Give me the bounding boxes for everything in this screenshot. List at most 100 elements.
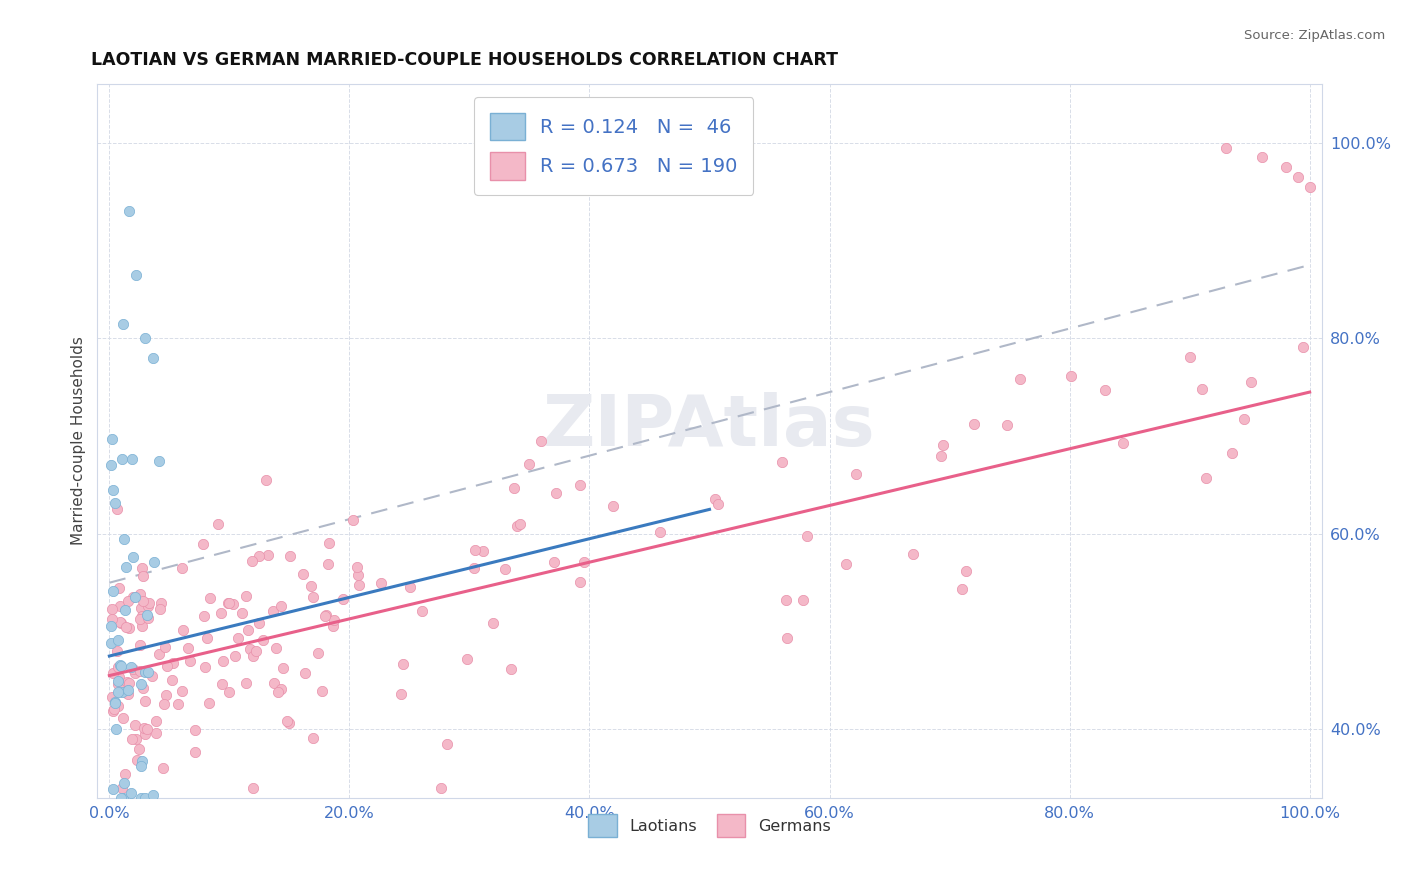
Point [111, 790, 134, 805]
Point [136, 599, 159, 613]
Point [104, 695, 127, 709]
Point [132, 681, 155, 695]
Text: Source: ZipAtlas.com: Source: ZipAtlas.com [1244, 29, 1385, 43]
Point [104, 496, 127, 510]
Point [411, 604, 433, 618]
Point [207, 516, 229, 531]
Point [346, 568, 368, 582]
Point [112, 711, 135, 725]
Point [307, 646, 329, 660]
Point [107, 685, 129, 699]
Point [252, 632, 274, 647]
Point [257, 548, 280, 562]
Point [267, 685, 290, 699]
Point [129, 638, 152, 652]
Point [299, 579, 322, 593]
Point [155, 659, 177, 673]
Point [322, 613, 344, 627]
Point [322, 619, 344, 633]
Point [142, 789, 165, 803]
Point [472, 543, 495, 558]
Point [602, 499, 624, 513]
Point [399, 580, 422, 594]
Point [136, 665, 159, 679]
Point [242, 780, 264, 795]
Point [177, 640, 200, 655]
Point [463, 561, 485, 575]
Point [129, 664, 152, 678]
Point [238, 642, 260, 657]
Point [1178, 350, 1201, 364]
Point [131, 608, 153, 623]
Point [134, 721, 156, 735]
Point [314, 608, 336, 623]
Point [107, 644, 129, 658]
Point [950, 582, 973, 597]
Point [796, 529, 818, 543]
Point [100, 458, 122, 473]
Point [110, 658, 132, 673]
Point [342, 513, 364, 527]
Point [224, 649, 246, 664]
Point [129, 790, 152, 805]
Point [121, 452, 143, 467]
Point [115, 674, 138, 689]
Point [107, 673, 129, 688]
Point [110, 616, 132, 631]
Point [315, 607, 337, 622]
Point [238, 623, 260, 637]
Point [270, 599, 292, 613]
Point [429, 780, 451, 795]
Point [218, 596, 240, 610]
Point [955, 564, 977, 578]
Point [129, 758, 152, 772]
Point [118, 676, 141, 690]
Point [121, 731, 143, 746]
Point [193, 608, 215, 623]
Point [117, 593, 139, 607]
Point [703, 492, 725, 507]
Point [108, 615, 131, 629]
Text: ZIPAtlas: ZIPAtlas [543, 392, 876, 461]
Point [1060, 368, 1083, 383]
Point [184, 745, 207, 759]
Point [932, 438, 955, 452]
Point [245, 644, 267, 658]
Point [108, 581, 131, 595]
Legend: Laotians, Germans: Laotians, Germans [582, 808, 837, 843]
Point [1222, 446, 1244, 460]
Point [120, 786, 142, 800]
Point [211, 677, 233, 691]
Point [125, 731, 148, 746]
Point [1292, 340, 1315, 354]
Point [1298, 179, 1320, 194]
Point [103, 701, 125, 715]
Point [240, 554, 263, 568]
Point [136, 722, 159, 736]
Point [456, 652, 478, 666]
Point [170, 684, 193, 698]
Point [153, 697, 176, 711]
Point [195, 631, 218, 645]
Point [101, 584, 124, 599]
Point [318, 535, 340, 549]
Point [509, 516, 531, 531]
Point [346, 560, 368, 574]
Point [103, 705, 125, 719]
Point [347, 578, 370, 592]
Point [292, 567, 315, 582]
Point [1191, 382, 1213, 396]
Point [179, 654, 201, 668]
Point [262, 604, 284, 618]
Point [172, 623, 194, 637]
Point [124, 717, 146, 731]
Point [124, 590, 146, 604]
Point [160, 673, 183, 688]
Point [901, 547, 924, 561]
Point [276, 714, 298, 728]
Point [107, 633, 129, 648]
Point [263, 676, 285, 690]
Point [278, 549, 301, 564]
Point [129, 601, 152, 615]
Point [436, 737, 458, 751]
